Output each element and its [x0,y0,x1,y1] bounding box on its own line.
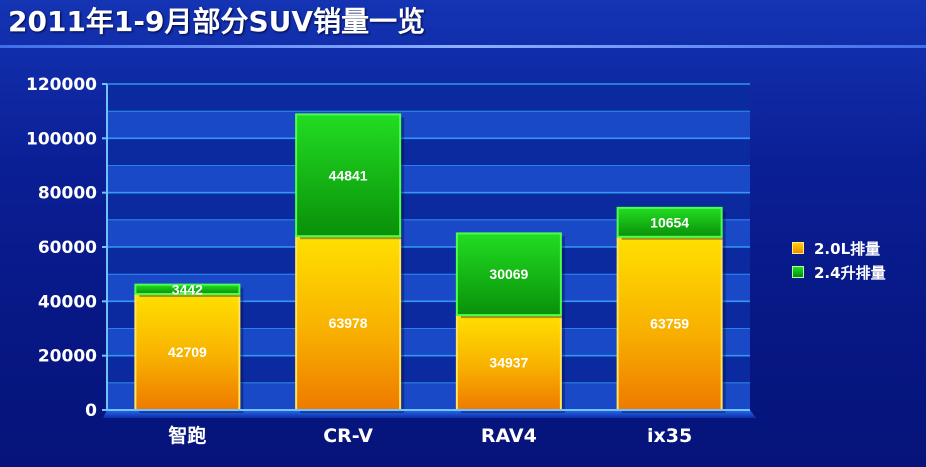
data-label: 34937 [489,355,528,371]
title-divider [0,45,926,48]
x-category-label: RAV4 [481,425,537,447]
x-category-labels: 智跑 CR-V RAV4 ix35 [168,424,692,447]
plot-band [107,138,750,166]
legend-label: 2.0L排量 [814,239,881,258]
plot-band [107,111,750,139]
bar-segment [134,283,241,295]
legend-label: 2.4升排量 [814,263,886,282]
page-title: 2011年1-9月部分SUV销量一览 [8,5,426,38]
data-labels: 42709 3442 63978 44841 34937 30069 63759 10654 [168,167,689,370]
data-label: 3442 [172,281,203,297]
y-tick-label: 120000 [26,75,97,95]
bar-segment [455,232,562,317]
legend-item-2-4l: 2.4升排量 [792,260,886,284]
bar-segment [616,235,723,411]
plot-band [107,84,750,112]
data-label: 30069 [489,266,528,282]
bars [134,113,726,413]
y-tick-label: 80000 [38,184,97,204]
x-category-label: 智跑 [168,424,206,447]
data-label: 44841 [329,167,368,183]
data-label: 42709 [168,344,207,360]
bar-segment [455,314,562,412]
bar-segment [616,206,723,238]
x-category-label: CR-V [323,425,373,447]
y-tick-label: 100000 [26,129,97,149]
bar-segment [134,292,241,411]
legend-item-2-0l: 2.0L排量 [792,236,886,260]
y-tick-labels: 0 20000 40000 60000 80000 100000 120000 [26,75,97,421]
data-label: 10654 [650,214,689,230]
y-tick-label: 40000 [38,292,97,312]
axes [102,83,750,411]
legend: 2.0L排量 2.4升排量 [792,236,886,284]
legend-swatch-green [792,266,804,278]
plot-band [107,165,750,193]
y-tick-label: 0 [85,401,97,421]
x-category-label: ix35 [647,425,692,447]
data-label: 63759 [650,315,689,331]
legend-swatch-orange [792,242,804,254]
y-tick-label: 20000 [38,347,97,367]
data-label: 63978 [329,315,368,331]
bar-segment [295,113,402,238]
y-tick-label: 60000 [38,238,97,258]
plot-floor [103,410,756,418]
